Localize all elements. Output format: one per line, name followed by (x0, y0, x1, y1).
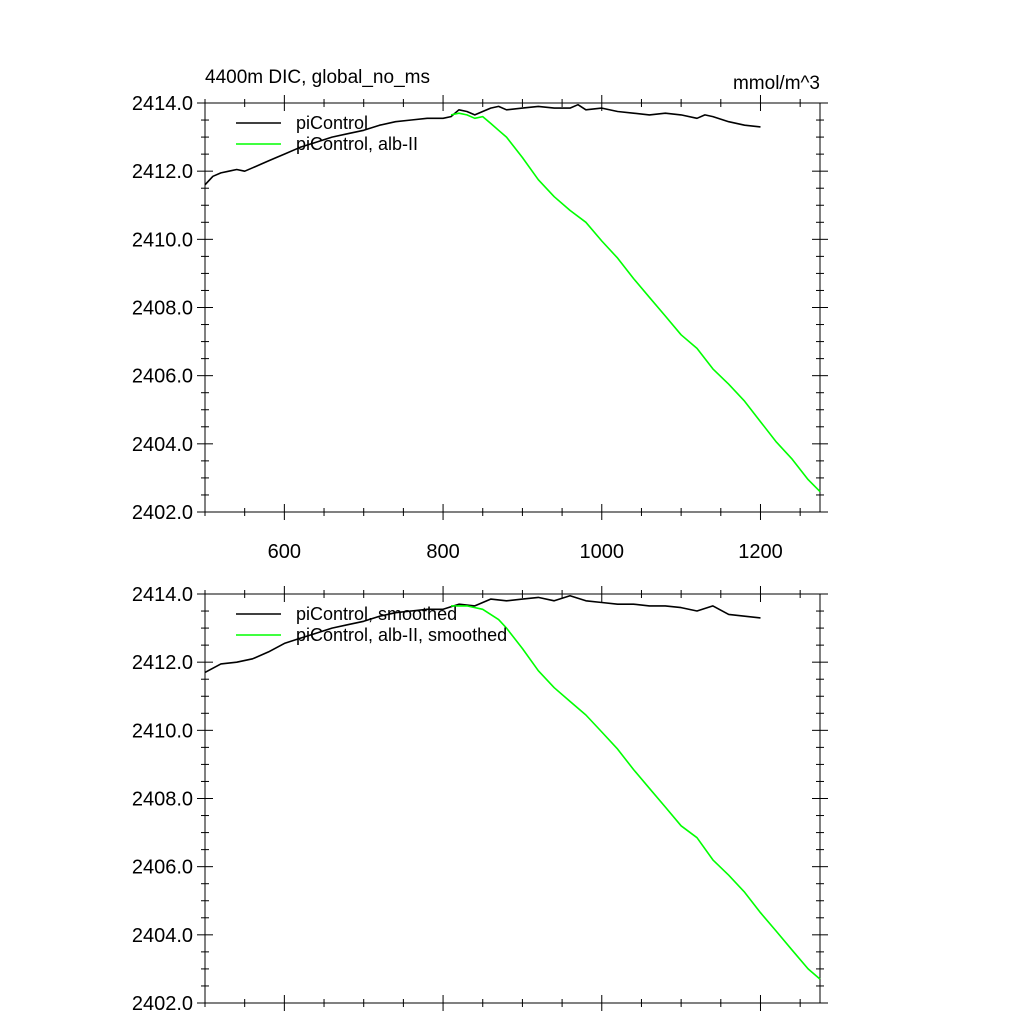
plot-frame (204, 593, 821, 1004)
legend-label: piControl, alb-II (296, 134, 418, 154)
y-tick-label: 2402.0 (132, 502, 193, 524)
y-tick-label: 2410.0 (132, 720, 193, 742)
y-tick-label: 2404.0 (132, 434, 193, 456)
legend-label: piControl, alb-II, smoothed (296, 625, 507, 645)
x-tick-label: 600 (268, 541, 301, 563)
y-tick-label: 2412.0 (132, 652, 193, 674)
units-label: mmol/m^3 (733, 73, 820, 94)
series-line-2 (451, 605, 821, 980)
chart-title: 4400m DIC, global_no_ms (205, 67, 430, 88)
plot-frame (204, 102, 821, 513)
series-line-1 (204, 594, 761, 674)
y-tick-label: 2404.0 (132, 925, 193, 947)
y-tick-label: 2412.0 (132, 161, 193, 183)
y-tick-label: 2414.0 (132, 93, 193, 115)
y-tick-label: 2408.0 (132, 298, 193, 320)
series-line-2 (450, 112, 821, 493)
y-tick-label: 2402.0 (132, 993, 193, 1015)
y-tick-label: 2410.0 (132, 229, 193, 251)
legend-label: piControl (296, 113, 368, 133)
y-tick-label: 2414.0 (132, 584, 193, 606)
chart-panel-2: 2402.0 2404.0 2406.0 2408.0 2410.0 2412.0 2414… (132, 584, 828, 1015)
chart-panel-1: 2402.0 2404.0 2406.0 2408.0 2410.0 2412.0 2414… (132, 67, 828, 563)
series-line-1 (204, 103, 761, 186)
x-tick-label: 1200 (738, 541, 783, 563)
legend-label: piControl, smoothed (296, 604, 457, 624)
y-tick-label: 2406.0 (132, 366, 193, 388)
x-tick-label: 1000 (580, 541, 625, 563)
x-tick-label: 800 (426, 541, 459, 563)
y-tick-label: 2408.0 (132, 789, 193, 811)
y-tick-label: 2406.0 (132, 857, 193, 879)
